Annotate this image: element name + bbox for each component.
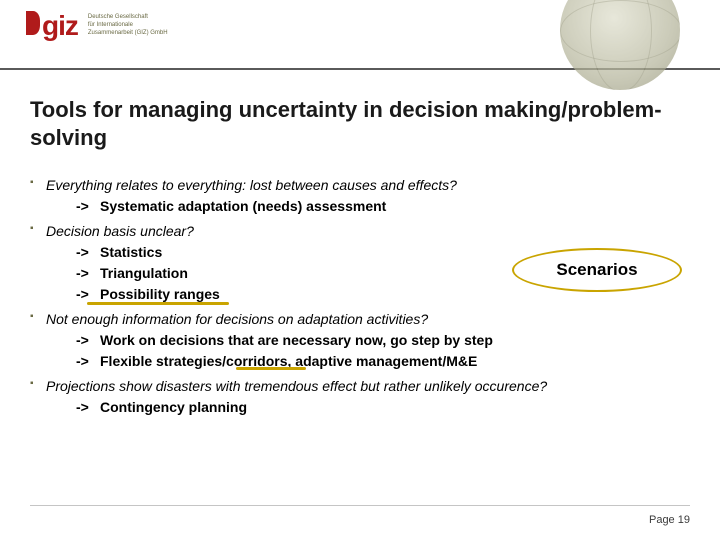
- logo-text: giz: [42, 10, 78, 42]
- sub-text: Statistics: [100, 244, 162, 260]
- sub-line: ->Contingency planning: [46, 397, 690, 418]
- bullet-lead: Projections show disasters with tremendo…: [46, 378, 547, 394]
- highlight-underline-icon: [236, 367, 306, 370]
- footer-num: 19: [678, 514, 690, 526]
- arrow-icon: ->: [76, 330, 100, 351]
- highlight-underline-icon: [87, 302, 229, 305]
- bullet-lead: Everything relates to everything: lost b…: [46, 177, 457, 193]
- sub-line: ->Work on decisions that are necessary n…: [46, 330, 690, 351]
- page-title: Tools for managing uncertainty in decisi…: [30, 96, 690, 151]
- content: Tools for managing uncertainty in decisi…: [0, 70, 720, 418]
- sub-line: ->Flexible strategies/corridors, adaptiv…: [46, 351, 690, 372]
- callout-text: Scenarios: [556, 260, 637, 280]
- list-item: Not enough information for decisions on …: [30, 309, 690, 372]
- footer-divider: [30, 505, 690, 506]
- sub-line: ->Systematic adaptation (needs) assessme…: [46, 196, 690, 217]
- bullet-list: Everything relates to everything: lost b…: [30, 175, 690, 418]
- sub-text: Possibility ranges: [100, 286, 220, 302]
- logo-mark: giz: [26, 10, 78, 42]
- logo-sub-l2: für Internationale: [88, 22, 168, 30]
- sub-text: Triangulation: [100, 265, 188, 281]
- page-number: Page 19: [649, 514, 690, 526]
- arrow-icon: ->: [76, 351, 100, 372]
- scenarios-callout: Scenarios: [512, 248, 682, 292]
- header: giz Deutsche Gesellschaft für Internatio…: [0, 0, 720, 70]
- bullet-lead: Not enough information for decisions on …: [46, 311, 428, 327]
- logo-shape-icon: [26, 11, 40, 35]
- logo: giz Deutsche Gesellschaft für Internatio…: [26, 10, 168, 42]
- arrow-icon: ->: [76, 196, 100, 217]
- logo-sub-l3: Zusammenarbeit (GIZ) GmbH: [88, 30, 168, 38]
- sub-text: Systematic adaptation (needs) assessment: [100, 198, 386, 214]
- arrow-icon: ->: [76, 263, 100, 284]
- footer-label: Page: [649, 514, 675, 526]
- arrow-icon: ->: [76, 242, 100, 263]
- logo-sub-l1: Deutsche Gesellschaft: [88, 14, 168, 22]
- arrow-icon: ->: [76, 397, 100, 418]
- list-item: Everything relates to everything: lost b…: [30, 175, 690, 217]
- list-item: Projections show disasters with tremendo…: [30, 376, 690, 418]
- logo-subtitle: Deutsche Gesellschaft für Internationale…: [88, 14, 168, 37]
- sub-text: Work on decisions that are necessary now…: [100, 332, 493, 348]
- bullet-lead: Decision basis unclear?: [46, 223, 194, 239]
- sub-text: Contingency planning: [100, 399, 247, 415]
